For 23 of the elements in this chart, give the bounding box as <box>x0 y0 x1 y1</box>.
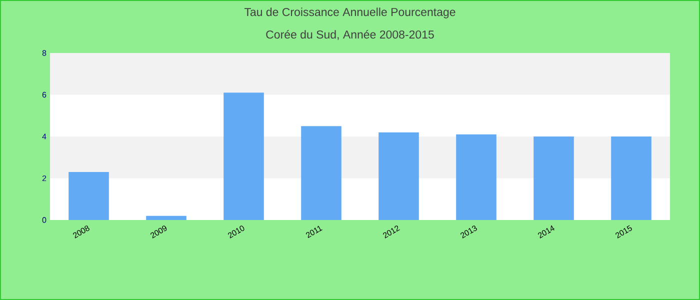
y-tick-label: 8 <box>42 50 46 56</box>
x-tick-label: 2009 <box>150 226 167 238</box>
chart-subtitle: Corée du Sud, Année 2008-2015 <box>266 30 434 40</box>
x-tick-label: 2013 <box>460 226 477 238</box>
y-tick-label: 2 <box>42 175 46 182</box>
bar <box>224 92 264 220</box>
bar <box>378 132 419 220</box>
y-tick-label: 6 <box>42 92 46 98</box>
bar <box>611 136 652 220</box>
bar <box>146 216 186 220</box>
bar <box>534 136 574 220</box>
x-tick-label: 2015 <box>616 225 632 238</box>
x-tick-label: 2012 <box>383 226 400 238</box>
y-tick-label: 4 <box>42 134 46 140</box>
chart-title: Tau de Croissance Annuelle Pourcentage <box>244 8 456 18</box>
x-tick-label: 2011 <box>306 226 322 238</box>
x-tick-label: 2010 <box>228 226 244 238</box>
bar <box>456 134 496 220</box>
bar <box>301 126 342 220</box>
bar <box>68 172 109 220</box>
x-tick-label: 2014 <box>538 225 554 238</box>
y-tick-label: 0 <box>42 217 46 223</box>
x-tick-label: 2008 <box>73 226 90 238</box>
